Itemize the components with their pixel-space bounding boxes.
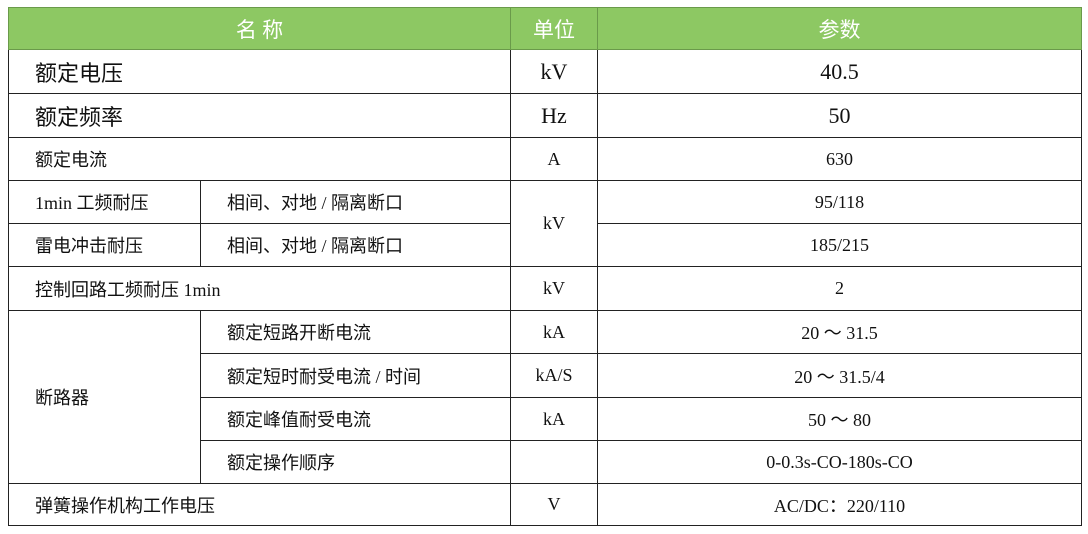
row-value: 2	[597, 266, 1082, 311]
row-name: 额定电流	[8, 137, 511, 181]
header-name: 名 称	[8, 7, 511, 50]
row-unit: kV	[510, 266, 598, 311]
row-value: 20 ～ 31.5	[597, 310, 1082, 354]
row-value: 20 ～ 31.5/4	[597, 353, 1082, 398]
table-row: 额定操作顺序 0-0.3s-CO-180s-CO	[9, 440, 1082, 484]
table-row: 断路器 额定短路开断电流 kA 20 ～ 31.5	[8, 310, 1082, 484]
table-row: 雷电冲击耐压 相间、对地 / 隔离断口 185/215	[8, 223, 1082, 267]
row-subname: 额定峰值耐受电流	[200, 397, 511, 441]
row-name: 控制回路工频耐压 1min	[8, 266, 511, 311]
row-unit: A	[510, 137, 598, 181]
table-row: 弹簧操作机构工作电压 V AC/DC：220/110	[8, 483, 1082, 526]
row-value: 50	[597, 93, 1082, 138]
row-value: 95/118	[597, 180, 1082, 224]
row-unit: kV	[510, 180, 598, 267]
row-subname: 额定操作顺序	[200, 440, 511, 484]
header-param: 参数	[597, 7, 1082, 50]
table-row: 额定峰值耐受电流 kA 50 ～ 80	[9, 397, 1082, 441]
table-row: 额定频率 Hz 50	[8, 93, 1082, 138]
row-subname: 额定短时耐受电流 / 时间	[200, 353, 511, 398]
row-subname: 相间、对地 / 隔离断口	[200, 223, 511, 267]
table-row: 额定短时耐受电流 / 时间 kA/S 20 ～ 31.5/4	[9, 353, 1082, 398]
row-unit: V	[510, 483, 598, 526]
row-value: 185/215	[597, 223, 1082, 267]
row-name: 1min 工频耐压	[8, 180, 201, 224]
header-row: 名 称 单位 参数	[8, 7, 1082, 50]
row-subname: 额定短路开断电流	[200, 310, 511, 354]
table-row: 控制回路工频耐压 1min kV 2	[8, 266, 1082, 311]
table-row: 1min 工频耐压 相间、对地 / 隔离断口 kV 95/118	[8, 180, 1082, 267]
row-name: 雷电冲击耐压	[8, 223, 201, 267]
row-name: 额定电压	[8, 49, 511, 94]
table-row: 额定电压 kV 40.5	[8, 49, 1082, 94]
row-value: AC/DC：220/110	[597, 483, 1082, 526]
row-value: 630	[597, 137, 1082, 181]
row-name: 额定频率	[8, 93, 511, 138]
table-row: 额定电流 A 630	[8, 137, 1082, 181]
row-unit: Hz	[510, 93, 598, 138]
row-subname: 相间、对地 / 隔离断口	[200, 180, 511, 224]
header-unit: 单位	[510, 7, 598, 50]
row-unit: kA/S	[510, 353, 598, 398]
row-unit: kA	[510, 397, 598, 441]
row-unit: kV	[510, 49, 598, 94]
breaker-name: 断路器	[8, 310, 201, 484]
row-value: 40.5	[597, 49, 1082, 94]
row-unit: kA	[510, 310, 598, 354]
row-name: 弹簧操作机构工作电压	[8, 483, 511, 526]
row-value: 50 ～ 80	[597, 397, 1082, 441]
row-unit	[510, 440, 598, 484]
spec-table: 名 称 单位 参数 额定电压 kV 40.5 额定频率 Hz 50 额定电流 A…	[8, 7, 1082, 526]
row-value: 0-0.3s-CO-180s-CO	[597, 440, 1082, 484]
